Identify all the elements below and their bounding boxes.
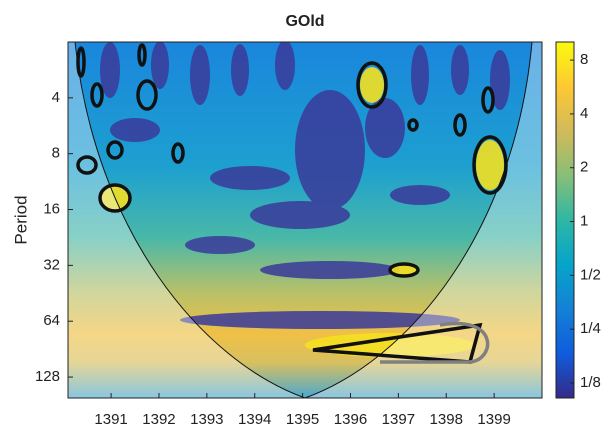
plot-frame (67, 41, 543, 399)
colorbar-tick-label: 1/2 (580, 266, 601, 283)
y-tick-label: 16 (43, 200, 60, 217)
x-tick-label: 1391 (94, 411, 127, 428)
x-tick-label: 1394 (238, 411, 271, 428)
y-axis-label: Period (11, 195, 30, 244)
colorbar-tick-label: 4 (580, 105, 588, 122)
y-tick-label: 4 (52, 89, 60, 106)
x-tick-label: 1392 (142, 411, 175, 428)
x-tick-label: 1396 (334, 411, 367, 428)
x-tick-label: 1393 (190, 411, 223, 428)
x-tick-label: 1397 (382, 411, 415, 428)
colorbar-tick-label: 8 (580, 51, 588, 68)
colorbar-tick-label: 1/8 (580, 374, 601, 391)
y-tick-label: 64 (43, 312, 60, 329)
y-tick-label: 128 (35, 368, 60, 385)
x-tick-label: 1395 (286, 411, 319, 428)
colorbar-tick-label: 2 (580, 159, 588, 176)
heatmap (68, 42, 542, 398)
y-tick-label: 32 (43, 256, 60, 273)
colorbar-tick-label: 1 (580, 213, 588, 230)
y-tick-label: 8 (52, 145, 60, 162)
x-tick-label: 1398 (430, 411, 463, 428)
chart-title: GOld (285, 13, 324, 30)
colorbar-tick-label: 1/4 (580, 320, 601, 337)
x-tick-label: 1399 (477, 411, 510, 428)
colorbar (555, 41, 575, 399)
